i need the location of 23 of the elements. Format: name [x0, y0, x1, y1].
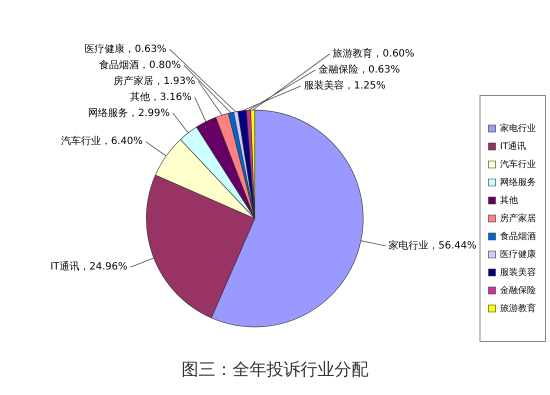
data-label: IT通讯，24.96% [50, 260, 128, 273]
legend-label: 服装美容 [500, 266, 536, 278]
data-label: 房产家居，1.93% [114, 74, 196, 87]
data-label: 金融保险，0.63% [318, 64, 400, 76]
legend-label: 医疗健康 [500, 248, 536, 260]
legend-label: 旅游教育 [500, 302, 536, 314]
data-label: 汽车行业，6.40% [60, 135, 143, 148]
legend-label: 房产家居 [500, 212, 536, 224]
legend-label: 家电行业 [500, 122, 536, 134]
text: 图三：全年投诉行业分配 [180, 359, 370, 381]
legend-label: 金融保险 [500, 284, 536, 296]
legend-label: 其他 [500, 194, 518, 206]
legend-label: 网络服务 [500, 176, 536, 188]
data-label: 医疗健康，0.63% [84, 42, 166, 55]
legend-label: 食品烟酒 [500, 230, 536, 242]
legend-label: 汽车行业 [500, 158, 536, 170]
legend-label: IT通讯 [500, 140, 526, 152]
data-label: 网络服务，2.99% [88, 106, 170, 119]
data-label: 服装美容，1.25% [304, 80, 386, 92]
data-label: 旅游教育，0.60% [332, 48, 414, 60]
data-label: 其他，3.16% [130, 90, 192, 103]
data-label: 食品烟酒，0.80% [99, 58, 181, 71]
data-label: 家电行业，56.44% [388, 239, 476, 252]
